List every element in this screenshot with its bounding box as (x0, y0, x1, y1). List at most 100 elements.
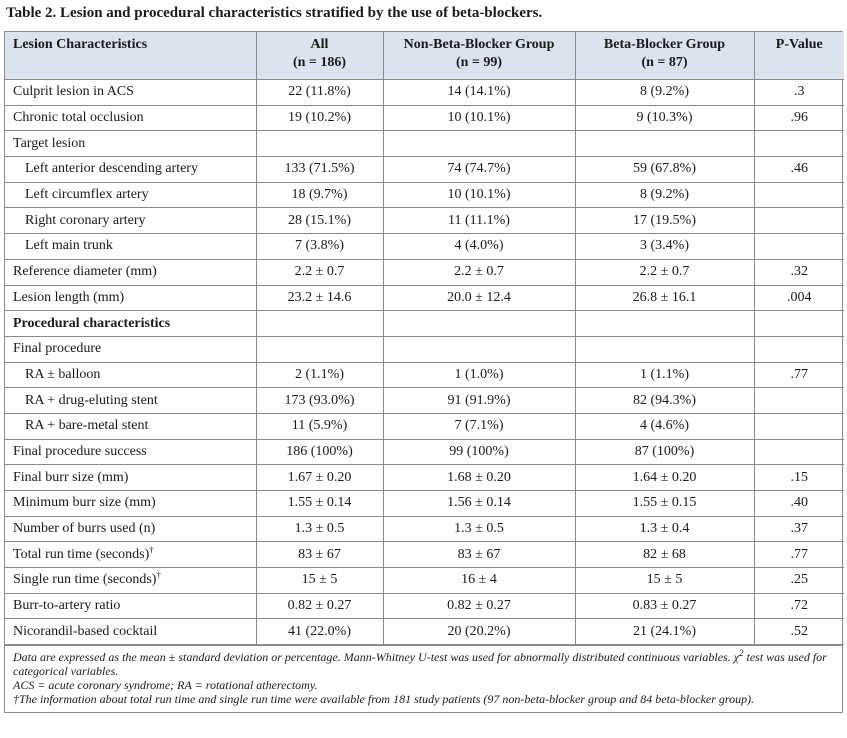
cell-text: 28 (15.1%) (288, 212, 351, 228)
data-cell: 186 (100%) (255, 438, 384, 466)
data-cell: 17 (19.5%) (574, 207, 755, 235)
footnote: Data are expressed as the mean ± standar… (13, 649, 834, 679)
cell-text: 41 (22.0%) (288, 623, 351, 639)
footnote-mark: † (149, 544, 154, 555)
cell-text: Culprit lesion in ACS (13, 84, 134, 100)
cell-text: 133 (71.5%) (284, 161, 355, 177)
table-row: Right coronary artery 28 (15.1%) 11 (11.1%… (5, 207, 844, 235)
data-cell: .37 (753, 515, 844, 543)
cell-text: 1.64 ± 0.20 (632, 469, 697, 485)
cell-text: 59 (67.8%) (633, 161, 696, 177)
data-cell: 2.2 ± 0.7 (382, 258, 576, 286)
cell-text: 2.2 ± 0.7 (454, 264, 504, 280)
data-cell: 74 (74.7%) (382, 156, 576, 183)
header-text: (n = 99) (455, 55, 503, 70)
cell-text: .37 (790, 521, 809, 537)
table-row: RA ± balloon 2 (1.1%) 1 (1.0%) 1 (1.1%) .77 (5, 361, 844, 389)
row-label: Culprit lesion in ACS (5, 79, 257, 106)
cell-text: 99 (100%) (449, 443, 509, 459)
data-cell: 4 (4.6%) (574, 412, 755, 440)
cell-text: 1.56 ± 0.14 (447, 495, 511, 511)
data-cell: 83 ± 67 (255, 541, 384, 569)
cell-text: Total run time (seconds) (13, 546, 150, 562)
data-cell: 16 ± 4 (382, 567, 576, 594)
row-label: Final procedure (5, 335, 257, 363)
cell-text: 173 (93.0%) (284, 392, 355, 408)
data-cell: .15 (753, 464, 844, 491)
data-cell (574, 130, 755, 158)
table-row: Procedural characteristics (5, 310, 844, 337)
data-cell (255, 310, 384, 337)
header-cell: Beta-Blocker Group (n = 87) (574, 32, 755, 80)
data-cell: .46 (753, 156, 844, 183)
row-label: Nicorandil-based cocktail (5, 618, 257, 646)
table-row: Final burr size (mm) 1.67 ± 0.20 1.68 ± 0.… (5, 464, 844, 491)
cell-text: RA ± balloon (25, 366, 101, 382)
data-cell: 2.2 ± 0.7 (255, 258, 384, 286)
cell-text: 83 ± 67 (457, 546, 501, 562)
cell-text: .3 (794, 84, 805, 100)
data-cell: 82 (94.3%) (574, 387, 755, 414)
table-row: RA + drug-eluting stent 173 (93.0%) 91 (91… (5, 387, 844, 414)
cell-text: RA + bare-metal stent (25, 418, 149, 434)
table-row: Final procedure (5, 335, 844, 363)
cell-text: Number of burrs used (n) (13, 521, 156, 537)
data-cell: .004 (753, 284, 844, 312)
data-cell: 20.0 ± 12.4 (382, 284, 576, 312)
data-cell: 22 (11.8%) (255, 79, 384, 106)
cell-text: 17 (19.5%) (633, 212, 696, 228)
row-label: Chronic total occlusion (5, 104, 257, 132)
header-cell: Lesion Characteristics (5, 32, 257, 80)
data-cell: .40 (753, 490, 844, 517)
cell-text: 20.0 ± 12.4 (447, 289, 511, 305)
cell-text: 23.2 ± 14.6 (287, 289, 352, 305)
cell-text: 1.3 ± 0.4 (639, 521, 690, 537)
data-cell: .3 (753, 79, 844, 106)
cell-text: 87 (100%) (634, 443, 695, 459)
footnote-text: test was used for categorical variables. (13, 650, 827, 679)
data-cell: 133 (71.5%) (255, 156, 384, 183)
table-row: Left anterior descending artery 133 (71.5… (5, 156, 844, 183)
data-cell: 3 (3.4%) (574, 233, 755, 260)
data-cell: 26.8 ± 16.1 (574, 284, 755, 312)
table-row: Final procedure success 186 (100%) 99 (100… (5, 438, 844, 466)
data-cell: 0.82 ± 0.27 (255, 592, 384, 620)
header-text: Non-Beta-Blocker Group (403, 37, 555, 52)
data-cell: .77 (753, 361, 844, 389)
cell-text: 91 (91.9%) (447, 392, 511, 408)
data-cell (753, 412, 844, 440)
table-row: Single run time (seconds)† 15 ± 5 16 ± 4 15… (5, 567, 844, 594)
footnotes: Data are expressed as the mean ± standar… (5, 645, 842, 712)
data-cell: 91 (91.9%) (382, 387, 576, 414)
data-cell: 11 (11.1%) (382, 207, 576, 235)
cell-text: 10 (10.1%) (447, 187, 511, 203)
cell-text: 11 (5.9%) (291, 418, 348, 434)
data-cell: 1.55 ± 0.14 (255, 490, 384, 517)
row-label: RA + bare-metal stent (5, 412, 257, 440)
table-row: Culprit lesion in ACS 22 (11.8%) 14 (14.1%… (5, 79, 844, 106)
cell-text: 74 (74.7%) (447, 161, 511, 177)
table-row: Chronic total occlusion 19 (10.2%) 10 (10.… (5, 104, 844, 132)
cell-text: .72 (790, 598, 809, 614)
data-cell: 82 ± 68 (574, 541, 755, 569)
table-row: Total run time (seconds)† 83 ± 67 83 ± 67 8… (5, 541, 844, 569)
table-row: Left circumflex artery 18 (9.7%) 10 (10.1%… (5, 181, 844, 209)
data-cell (255, 335, 384, 363)
row-label: Total run time (seconds)† (5, 541, 257, 569)
data-cell: .72 (753, 592, 844, 620)
cell-text: Target lesion (13, 135, 86, 151)
header-cell: P-Value (753, 32, 844, 80)
data-cell: 9 (10.3%) (574, 104, 755, 132)
row-label: Final procedure success (5, 438, 257, 466)
cell-text: Right coronary artery (25, 212, 146, 228)
cell-text: Lesion length (mm) (13, 289, 125, 305)
data-cell (753, 130, 844, 158)
cell-text: 186 (100%) (286, 443, 353, 459)
cell-text: 22 (11.8%) (288, 84, 351, 100)
row-label: Right coronary artery (5, 207, 257, 235)
data-cell: 15 ± 5 (255, 567, 384, 594)
data-cell: 2 (1.1%) (255, 361, 384, 389)
cell-text: 2.2 ± 0.7 (639, 264, 690, 280)
cell-text: 20 (20.2%) (447, 623, 511, 639)
cell-text: 10 (10.1%) (447, 110, 511, 126)
